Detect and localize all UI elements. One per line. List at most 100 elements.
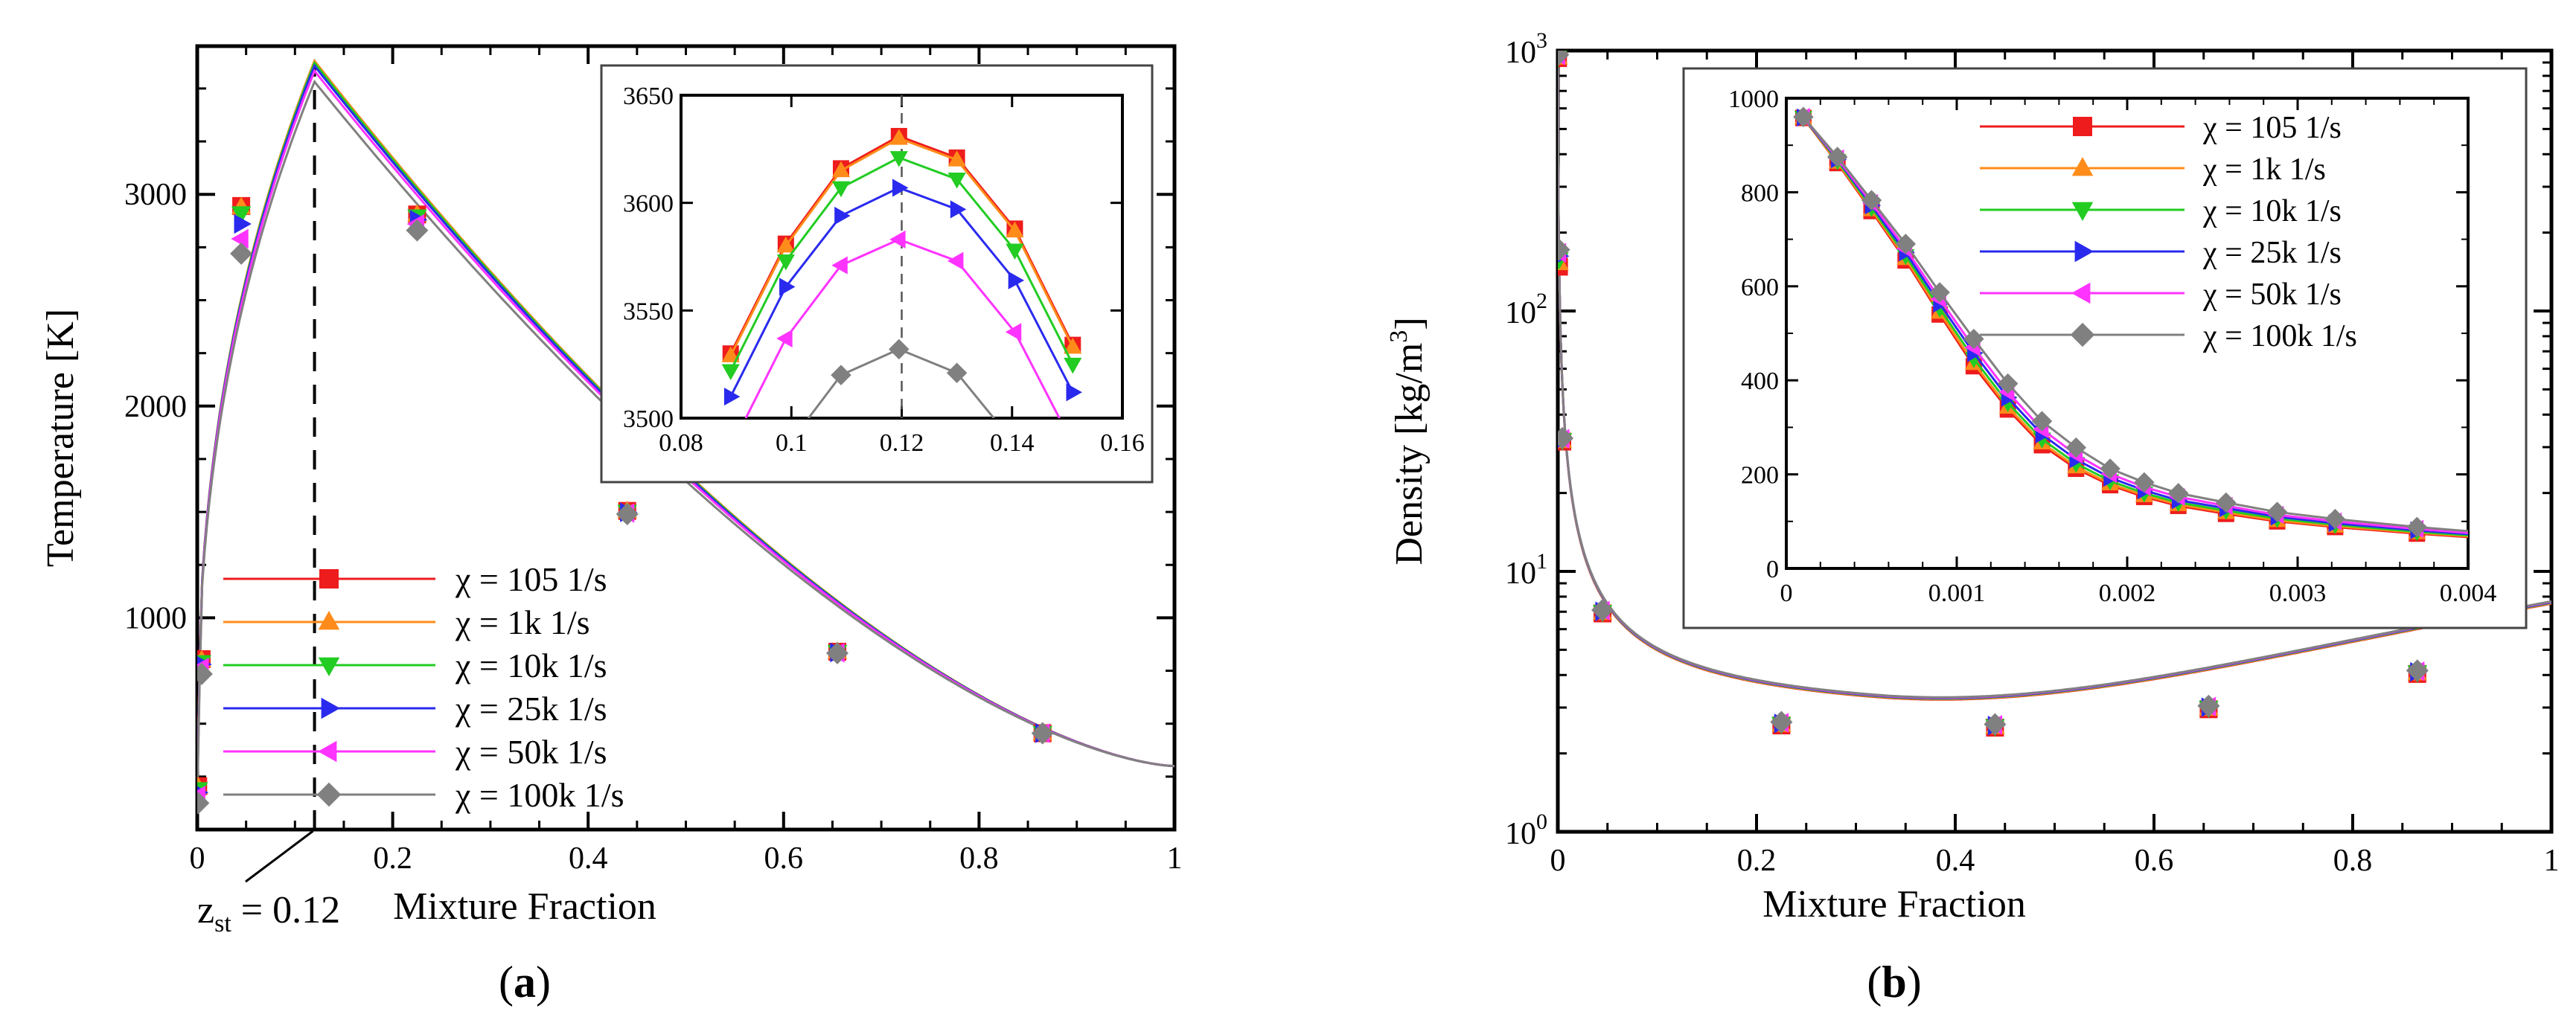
- data-point: [1770, 711, 1793, 734]
- data-point: [230, 242, 253, 265]
- inset-x-tick-label: 0.001: [1928, 580, 1986, 607]
- inset-y-tick-label: 3500: [623, 405, 674, 433]
- inset-x-tick-label: 0.003: [2269, 580, 2327, 607]
- inset-data-point: [2031, 411, 2053, 432]
- data-point: [231, 228, 249, 249]
- curves: [1558, 51, 2551, 737]
- inset-data-point: [776, 329, 793, 348]
- legend: χ = 105 1/s χ = 1k 1/s χ = 10k 1/s χ = 25k …: [1980, 111, 2357, 353]
- y-tick-label: 101: [1505, 549, 1547, 591]
- inset-data-point: [1008, 271, 1025, 289]
- inset-data-point: [947, 150, 966, 167]
- inset-data-point: [1064, 337, 1082, 354]
- x-tick-label: 0.6: [2135, 844, 2174, 878]
- legend-marker: [318, 740, 337, 763]
- legend-label: χ = 100k 1/s: [455, 776, 624, 814]
- inset-y-tick-label: 3550: [623, 298, 674, 325]
- x-axis-label: Mixture Fraction: [393, 885, 656, 928]
- data-point: [2197, 694, 2220, 717]
- inset-data-point: [720, 548, 741, 568]
- data-point: [197, 662, 213, 685]
- legend-label: χ = 105 1/s: [455, 560, 607, 598]
- legend-marker: [318, 611, 340, 630]
- inset-data-point: [947, 173, 966, 189]
- inset-y-tick-label: 3600: [623, 190, 674, 218]
- inset-data-point: [1005, 323, 1022, 341]
- inset-y-tick-label: 800: [1741, 179, 1779, 207]
- legend-marker: [2073, 117, 2092, 136]
- data-point: [1558, 51, 1570, 66]
- data-point: [231, 206, 252, 224]
- panel-a-temperature-chart: 0 0.2 0.4 0.6 0.8 1 1000 2000 3000 Mixture Fracti…: [39, 44, 1183, 1007]
- legend-label: χ = 10k 1/s: [455, 647, 607, 684]
- inset-x-tick-label: 0.12: [880, 429, 924, 457]
- data-point: [1591, 598, 1614, 621]
- legend-label: χ = 1k 1/s: [2202, 153, 2326, 187]
- inset-data-point: [1066, 383, 1082, 402]
- inset-data-point: [1064, 357, 1082, 374]
- inset-data-point: [1895, 234, 1917, 254]
- inset-data-point: [2406, 516, 2428, 538]
- x-tick-label: 0.2: [373, 841, 412, 876]
- inset-data-point: [723, 387, 741, 406]
- y-tick-label: 100: [1505, 809, 1547, 851]
- series-line: [1558, 54, 2551, 699]
- inset-data-point: [831, 365, 851, 385]
- inset-data-point: [1861, 190, 1882, 211]
- inset-x-tick-label: 0.14: [990, 429, 1035, 457]
- inset-data-point: [889, 339, 910, 360]
- data-point: [616, 502, 639, 525]
- legend-label: χ = 100k 1/s: [2202, 319, 2357, 353]
- inset-data-point: [946, 362, 968, 383]
- inset-curves: [720, 95, 1084, 568]
- data-point: [1558, 238, 1570, 261]
- y-axis-label: Density [kg/m3]: [1385, 317, 1431, 565]
- inset-data-point: [2065, 437, 2087, 458]
- data-point: [1984, 713, 2007, 736]
- inset-data-point: [2216, 492, 2237, 513]
- panel-label-a: (a): [499, 958, 551, 1007]
- inset-data-point: [721, 346, 740, 362]
- data-point: [234, 214, 252, 234]
- inset-data-point: [2266, 501, 2288, 522]
- inset-y-tick-label: 1000: [1728, 86, 1779, 113]
- data-point: [826, 641, 849, 664]
- inset-data-point: [1997, 373, 2019, 394]
- x-tick-label: 0.8: [2333, 844, 2373, 878]
- inset-x-tick-label: 0.004: [2440, 580, 2497, 607]
- data-point: [2406, 659, 2429, 682]
- inset-data-point: [776, 236, 795, 253]
- inset-data-point: [2134, 472, 2155, 493]
- y-axis-label: Temperature [K]: [39, 309, 82, 567]
- inset-data-point: [2100, 458, 2120, 479]
- legend-label: χ = 10k 1/s: [2202, 194, 2342, 228]
- inset-data-point: [721, 364, 740, 380]
- inset-y-tick-label: 600: [1741, 274, 1779, 301]
- legend-marker: [2074, 240, 2094, 263]
- x-tick-label: 0.6: [764, 841, 804, 876]
- inset-data-point: [2324, 508, 2346, 530]
- legend-marker: [321, 697, 340, 719]
- inset-data-point: [1006, 221, 1024, 238]
- data-point: [197, 792, 210, 815]
- inset-x-tick-label: 0.002: [2099, 580, 2156, 607]
- inset-y-tick-label: 0: [1766, 556, 1779, 583]
- panel-b-density-chart: 0 0.2 0.4 0.6 0.8 1 100 101 102 103 Mixture Fracti…: [1385, 28, 2560, 1007]
- y-tick-label: 103: [1505, 28, 1547, 70]
- inset-y-tick-label: 200: [1741, 462, 1779, 490]
- x-tick-label: 0.4: [1936, 844, 1975, 878]
- inset-x-tick-label: 0: [1780, 580, 1793, 607]
- y-tick-label: 102: [1505, 289, 1547, 330]
- legend-label: χ = 105 1/s: [2202, 111, 2342, 145]
- annotation-leader: [245, 830, 314, 883]
- inset-data-point: [2167, 483, 2189, 504]
- x-axis-label: Mixture Fraction: [1762, 883, 2026, 926]
- y-tick-label: 1000: [124, 601, 187, 635]
- legend-marker: [319, 569, 339, 589]
- y-tick-label: 3000: [124, 178, 187, 212]
- zst-annotation: zst = 0.12: [197, 889, 340, 937]
- inset-data-point: [1006, 243, 1024, 260]
- inset-data-point: [950, 200, 967, 219]
- inset-data-point: [1063, 544, 1084, 565]
- legend-marker: [316, 782, 342, 807]
